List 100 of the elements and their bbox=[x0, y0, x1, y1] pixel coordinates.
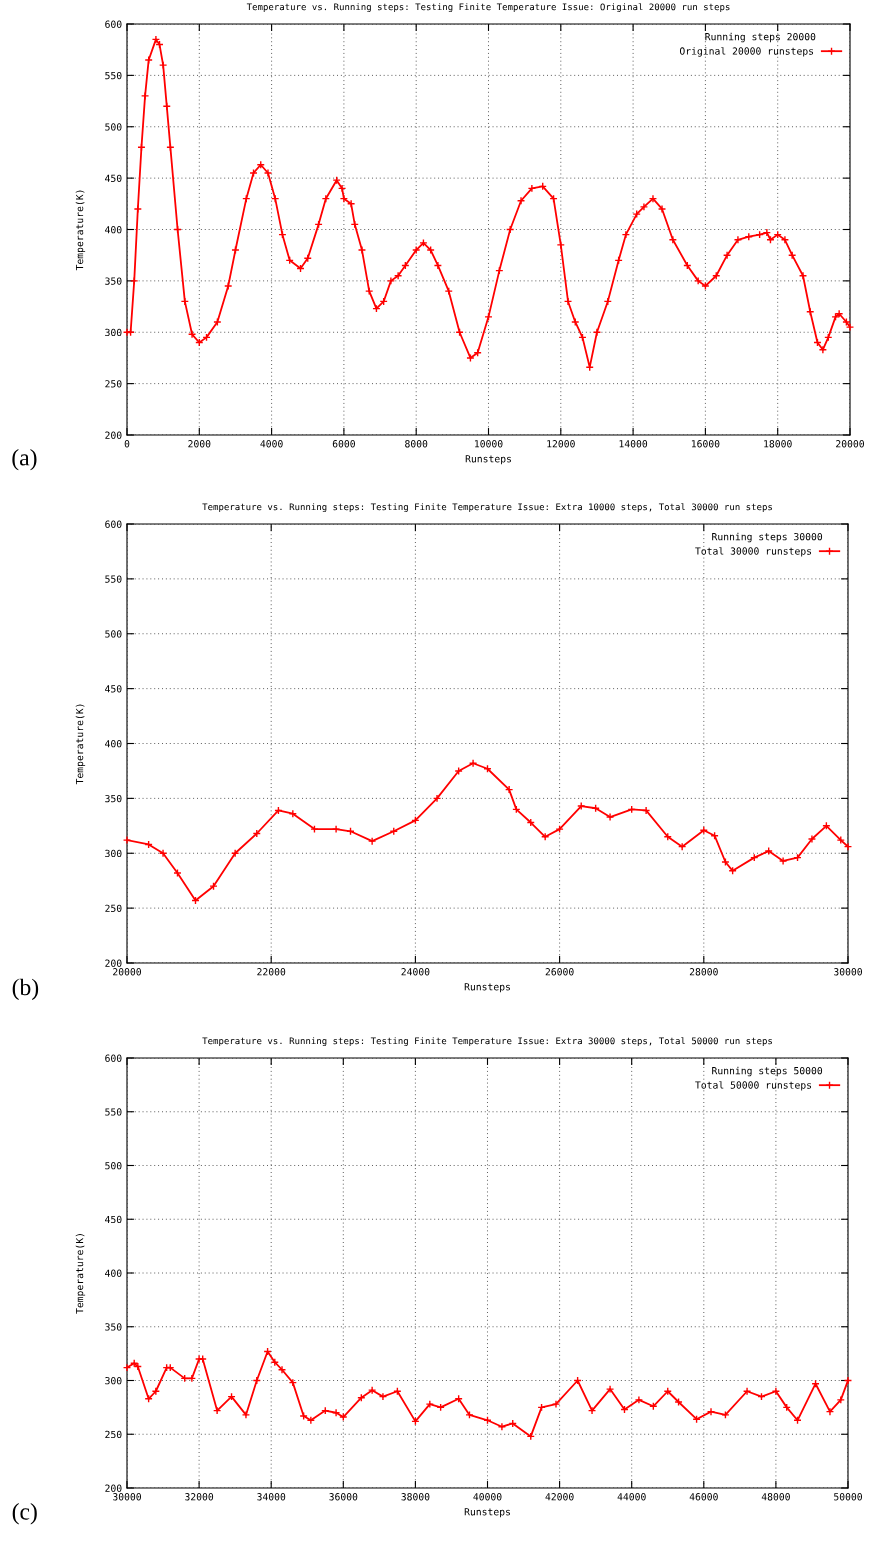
y-tick-label: 450 bbox=[105, 1215, 122, 1224]
point bbox=[504, 785, 514, 794]
point bbox=[468, 759, 478, 768]
point bbox=[306, 1416, 316, 1425]
point bbox=[721, 857, 730, 867]
y-tick-label: 500 bbox=[105, 630, 122, 638]
point bbox=[288, 809, 297, 818]
x-axis-title: Runsteps bbox=[465, 455, 511, 465]
x-tick-label: 0 bbox=[124, 440, 130, 448]
point bbox=[378, 1392, 388, 1401]
y-tick-label: 400 bbox=[105, 226, 122, 234]
y-tick-label: 200 bbox=[105, 1484, 122, 1492]
point bbox=[541, 832, 550, 841]
x-tick-label: 32000 bbox=[185, 1493, 214, 1501]
y-tick-label: 350 bbox=[105, 277, 122, 285]
x-tick-label: 4000 bbox=[260, 440, 283, 448]
y-tick-label: 350 bbox=[105, 1323, 122, 1331]
point bbox=[764, 846, 773, 856]
y-tick-label: 550 bbox=[105, 1108, 122, 1116]
x-tick-label: 26000 bbox=[545, 968, 574, 976]
point bbox=[577, 801, 586, 811]
point bbox=[209, 882, 218, 891]
x-tick-label: 12000 bbox=[547, 440, 575, 448]
point bbox=[587, 1406, 597, 1415]
x-tick-label: 16000 bbox=[691, 440, 720, 448]
chart-title: Temperature vs. Running steps: Testing Finite Temperature Issue: Extra 30000 steps, Total 50000 run steps bbox=[202, 1037, 772, 1047]
x-tick-label: 10000 bbox=[475, 440, 503, 448]
legend-title: Running steps 30000 bbox=[712, 532, 823, 543]
y-tick-label: 400 bbox=[105, 1269, 122, 1277]
y-tick-label: 500 bbox=[105, 123, 122, 131]
point bbox=[465, 1410, 474, 1420]
y-tick-label: 300 bbox=[105, 328, 122, 337]
point bbox=[843, 1376, 853, 1385]
y-tick-label: 350 bbox=[105, 794, 122, 803]
x-tick-label: 18000 bbox=[764, 440, 792, 448]
point bbox=[555, 824, 564, 834]
point bbox=[836, 835, 845, 845]
y-tick-label: 600 bbox=[105, 20, 122, 28]
point bbox=[825, 1407, 835, 1416]
y-tick-label: 600 bbox=[105, 1054, 122, 1062]
y-tick-label: 200 bbox=[105, 431, 122, 439]
y-tick-label: 550 bbox=[105, 575, 122, 583]
point bbox=[605, 812, 615, 822]
x-tick-label: 22000 bbox=[257, 968, 286, 976]
point bbox=[122, 1363, 132, 1372]
chart-title: Temperature vs. Running steps: Testing Finite Temperature Issue: Original 20000 run steps bbox=[246, 3, 730, 13]
text: (b) bbox=[12, 978, 39, 1001]
y-tick-label: 250 bbox=[105, 904, 122, 912]
x-tick-label: 44000 bbox=[617, 1493, 646, 1501]
y-tick-label: 300 bbox=[105, 849, 122, 858]
text: (a) bbox=[12, 448, 37, 471]
point bbox=[807, 834, 817, 844]
y-tick-label: 300 bbox=[105, 1377, 122, 1385]
legend-title: Running steps 20000 bbox=[705, 32, 816, 43]
point bbox=[641, 806, 651, 815]
legend-label: Total 50000 runsteps bbox=[695, 1081, 812, 1091]
x-tick-label: 24000 bbox=[401, 968, 430, 976]
y-tick-label: 200 bbox=[105, 959, 122, 967]
y-axis-title: Temperature(K) bbox=[75, 190, 86, 271]
point bbox=[551, 1399, 561, 1409]
point bbox=[678, 842, 687, 851]
y-tick-label: 250 bbox=[105, 380, 122, 388]
point bbox=[728, 866, 737, 875]
x-tick-label: 28000 bbox=[689, 968, 718, 976]
y-tick-label: 550 bbox=[105, 71, 122, 80]
x-tick-label: 34000 bbox=[257, 1493, 286, 1501]
y-tick-label: 600 bbox=[105, 520, 122, 528]
y-axis-title: Temperature(K) bbox=[75, 704, 86, 785]
point bbox=[367, 837, 377, 846]
x-axis-title: Runsteps bbox=[464, 1508, 510, 1518]
point bbox=[432, 794, 442, 803]
x-tick-label: 38000 bbox=[401, 1493, 430, 1501]
text: (c) bbox=[12, 1503, 37, 1525]
x-tick-label: 46000 bbox=[689, 1493, 718, 1501]
x-tick-label: 14000 bbox=[619, 440, 648, 448]
point bbox=[241, 1410, 251, 1420]
point bbox=[122, 835, 132, 845]
x-tick-label: 6000 bbox=[332, 440, 355, 448]
point bbox=[212, 1406, 222, 1415]
legend-title: Running steps 50000 bbox=[712, 1066, 823, 1077]
point bbox=[331, 1408, 341, 1417]
x-tick-label: 48000 bbox=[761, 1493, 790, 1501]
point bbox=[836, 1395, 845, 1405]
point bbox=[721, 1410, 730, 1420]
x-tick-label: 40000 bbox=[473, 1493, 502, 1501]
point bbox=[497, 1422, 507, 1431]
point bbox=[339, 1412, 348, 1422]
x-tick-label: 36000 bbox=[329, 1493, 358, 1501]
point bbox=[778, 856, 788, 866]
point bbox=[173, 868, 182, 878]
chart-title: Temperature vs. Running steps: Testing Finite Temperature Issue: Extra 10000 steps, Total 30000 run steps bbox=[202, 503, 772, 513]
x-axis-title: Runsteps bbox=[464, 983, 510, 993]
x-tick-label: 42000 bbox=[545, 1493, 574, 1501]
y-tick-label: 450 bbox=[105, 174, 122, 182]
x-tick-label: 2000 bbox=[188, 440, 211, 448]
legend-label: Total 30000 runsteps bbox=[695, 547, 812, 557]
point bbox=[742, 1387, 752, 1396]
point bbox=[230, 849, 240, 858]
point bbox=[288, 1378, 297, 1387]
point bbox=[771, 1387, 781, 1396]
